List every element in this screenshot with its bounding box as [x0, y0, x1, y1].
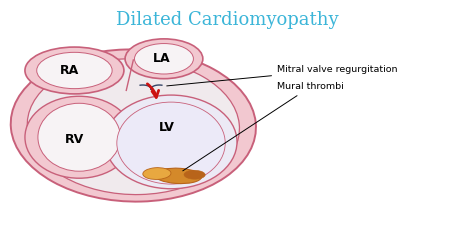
Ellipse shape	[38, 103, 120, 171]
Ellipse shape	[25, 96, 133, 178]
Ellipse shape	[135, 44, 193, 74]
Text: LV: LV	[158, 121, 174, 134]
Ellipse shape	[25, 47, 124, 94]
Ellipse shape	[117, 102, 225, 184]
Ellipse shape	[155, 168, 201, 184]
Text: RA: RA	[60, 64, 79, 77]
Ellipse shape	[125, 39, 203, 79]
Ellipse shape	[143, 168, 171, 179]
Text: LA: LA	[153, 52, 171, 65]
Ellipse shape	[105, 95, 237, 189]
Ellipse shape	[36, 52, 112, 89]
Text: Mural thrombi: Mural thrombi	[183, 82, 344, 171]
Ellipse shape	[11, 50, 256, 202]
Ellipse shape	[184, 170, 205, 179]
Text: RV: RV	[65, 133, 84, 146]
Text: Dilated Cardiomyopathy: Dilated Cardiomyopathy	[116, 11, 339, 29]
Ellipse shape	[27, 59, 239, 195]
Text: Mitral valve regurgitation: Mitral valve regurgitation	[167, 65, 398, 86]
